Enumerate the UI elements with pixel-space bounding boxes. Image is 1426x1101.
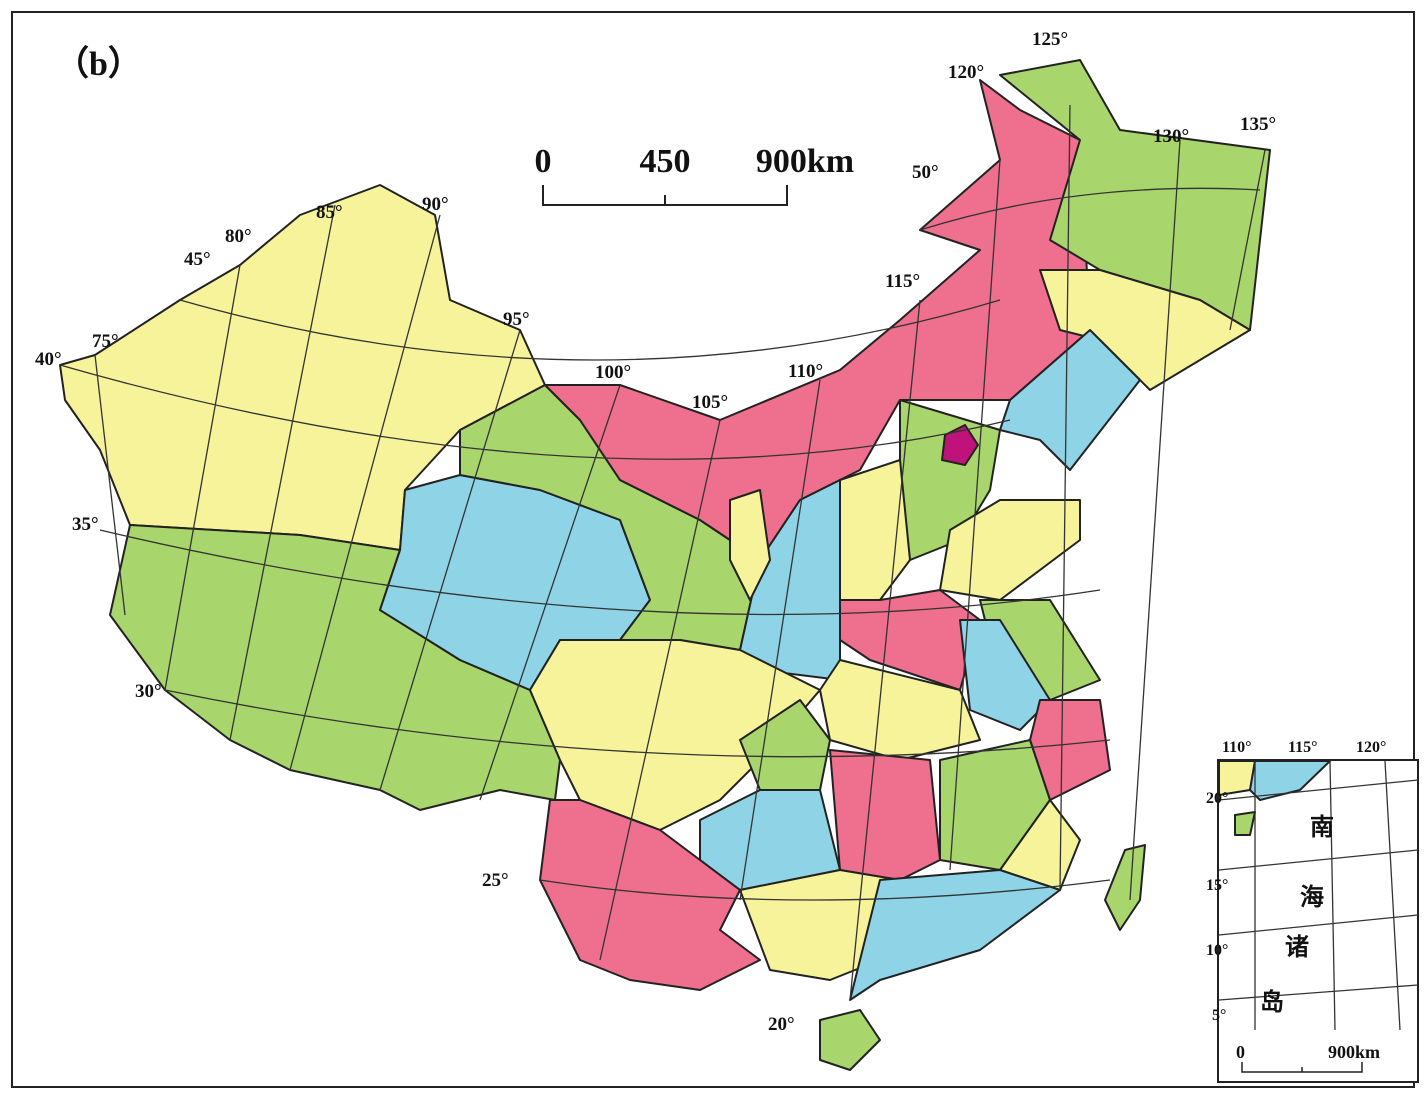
- inset-scale-line: [1241, 1062, 1363, 1073]
- lon-label: 95°: [503, 309, 530, 330]
- graticule-line: [179, 299, 1001, 361]
- inset-scale-label: 900km: [1328, 1042, 1380, 1062]
- hunan: [829, 749, 941, 881]
- lon-label: 110°: [788, 361, 823, 382]
- longitude-labels: 75° 80° 85° 90° 95° 100° 105° 110° 115° …: [92, 29, 1276, 413]
- lat-label: 30°: [135, 681, 162, 702]
- inset-lon-label: 115°: [1288, 739, 1318, 756]
- inset-title: 诸: [1285, 934, 1309, 961]
- scale-label: 0: [535, 143, 552, 180]
- inset: 110° 115° 120° 20° 15° 10° 5° 南 海 诸 岛 0 …: [1206, 739, 1419, 1083]
- inset-lon-label: 110°: [1222, 739, 1252, 756]
- inset-lat-label: 5°: [1212, 1007, 1226, 1024]
- lat-label: 45°: [184, 249, 211, 270]
- yunnan: [539, 799, 761, 991]
- inset-title: 海: [1300, 883, 1324, 911]
- lat-label: 25°: [482, 870, 509, 891]
- zhejiang: [1029, 699, 1111, 801]
- scale-bar: 0 450 900km: [535, 143, 854, 206]
- latitude-labels: 20° 25° 30° 35° 40° 45° 50°: [35, 162, 939, 1035]
- graticule-line: [94, 104, 1266, 1001]
- lon-label: 85°: [316, 202, 343, 223]
- lon-label: 90°: [422, 194, 449, 215]
- inset-lat-label: 15°: [1206, 877, 1228, 894]
- inset-land: [1249, 760, 1331, 801]
- lon-label: 135°: [1240, 114, 1276, 135]
- graticule: [59, 104, 1266, 1001]
- lon-label: 125°: [1032, 29, 1068, 50]
- beijing: [941, 424, 979, 466]
- inset-graticule: [1218, 760, 1419, 1031]
- chongqing: [739, 699, 831, 791]
- inset-lat-label: 10°: [1206, 942, 1228, 959]
- guangdong: [849, 869, 1061, 1001]
- scale-label: 900km: [756, 143, 854, 180]
- lat-label: 50°: [912, 162, 939, 183]
- ningxia: [729, 489, 771, 601]
- lon-label: 75°: [92, 331, 119, 352]
- scale-line: [542, 185, 788, 206]
- lat-label: 40°: [35, 349, 62, 370]
- scale-label: 450: [640, 143, 691, 180]
- lat-label: 20°: [768, 1014, 795, 1035]
- hainan: [819, 1009, 881, 1071]
- inset-title: 岛: [1260, 988, 1284, 1016]
- inset-title: 南: [1310, 814, 1334, 841]
- graticule-line: [539, 879, 1111, 901]
- inset-hainan: [1234, 811, 1256, 836]
- inset-scale-label: 0: [1236, 1042, 1245, 1062]
- lon-label: 80°: [225, 226, 252, 247]
- lon-label: 105°: [692, 392, 728, 413]
- inset-lat-label: 20°: [1206, 790, 1228, 807]
- lon-label: 115°: [885, 271, 920, 292]
- anhui: [959, 619, 1051, 731]
- lat-label: 35°: [72, 514, 99, 535]
- taiwan: [1104, 844, 1146, 931]
- graticule-line: [919, 187, 1261, 231]
- lon-label: 100°: [595, 362, 631, 383]
- lon-label: 130°: [1153, 126, 1189, 147]
- lon-label: 120°: [948, 62, 984, 83]
- graticule-line: [99, 529, 1101, 616]
- panel-label: （b）: [55, 44, 142, 83]
- inset-lon-label: 120°: [1356, 739, 1386, 756]
